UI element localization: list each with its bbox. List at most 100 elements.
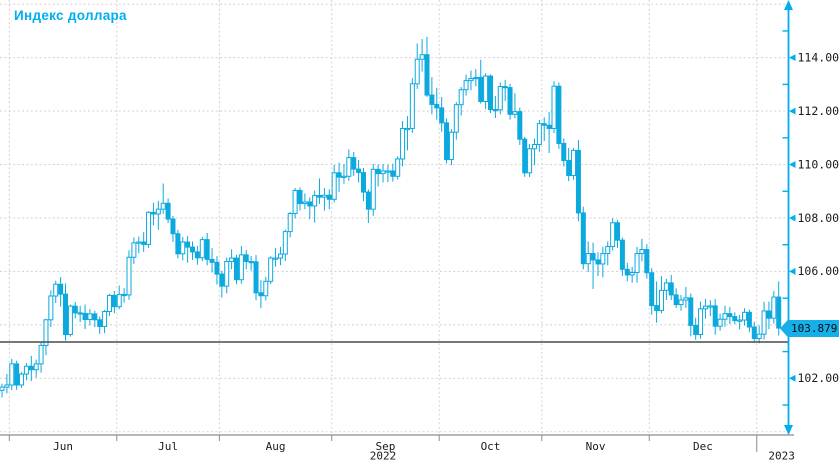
- year-label: 2023: [768, 450, 795, 461]
- candle-body-down: [365, 191, 371, 210]
- candle-body-up: [678, 299, 684, 306]
- candle-body-down: [727, 313, 733, 318]
- candle-body-up: [67, 305, 73, 335]
- y-tick-label: 112.000: [798, 104, 839, 118]
- candle-body-up: [639, 249, 645, 255]
- candle-body-up: [48, 295, 54, 321]
- candle-body-down: [522, 138, 528, 174]
- candle-body-down: [82, 312, 88, 321]
- candle-body-up: [346, 157, 352, 177]
- candle-body-down: [556, 85, 562, 144]
- y-axis: 102.000104.000106.000108.000110.000112.0…: [782, 0, 839, 435]
- candle-body-up: [453, 104, 459, 133]
- month-label: Sep: [376, 440, 396, 453]
- candle-body-down: [194, 251, 200, 259]
- candle-body-down: [336, 172, 342, 178]
- candle-body-down: [619, 239, 625, 270]
- candle-body-down: [326, 194, 332, 200]
- candle-body-down: [190, 246, 196, 253]
- candle-body-up: [634, 253, 640, 273]
- candle-body-down: [732, 316, 738, 322]
- candle-body-up: [722, 313, 728, 320]
- candle-body-down: [434, 103, 440, 109]
- candle-body-down: [668, 282, 674, 296]
- candle-body-up: [136, 241, 142, 244]
- candle-body-down: [317, 195, 323, 198]
- candle-body-down: [209, 258, 215, 263]
- candle-body-down: [688, 297, 694, 326]
- last-price-badge: 103.879: [780, 320, 839, 337]
- candle-body-up: [771, 296, 777, 319]
- candle-body-up: [199, 239, 205, 259]
- candle-body-down: [615, 222, 621, 241]
- candle-body-down: [360, 172, 366, 193]
- candle-body-up: [160, 202, 166, 210]
- candle-body-down: [390, 170, 396, 177]
- candle-body-down: [575, 149, 581, 214]
- candle-body-up: [663, 282, 669, 291]
- candle-body-down: [141, 241, 147, 245]
- candle-body-down: [92, 313, 98, 321]
- candle-body-up: [756, 333, 762, 339]
- candle-body-up: [53, 283, 59, 297]
- candle-body-up: [585, 253, 591, 265]
- candle-body-down: [233, 257, 239, 281]
- candle-body-down: [28, 365, 34, 371]
- candle-body-down: [517, 111, 523, 140]
- candle-body-down: [644, 249, 650, 274]
- candle-body-down: [492, 108, 498, 112]
- candle-body-down: [58, 283, 64, 295]
- candle-body-down: [351, 157, 357, 170]
- candle-body-down: [580, 212, 586, 265]
- candle-body-up: [292, 189, 298, 214]
- candle-body-up: [497, 86, 503, 111]
- candle-body-down: [63, 293, 69, 335]
- candle-body-up: [658, 289, 664, 311]
- candle-body-up: [116, 293, 122, 308]
- candle-body-up: [419, 54, 425, 60]
- candle-body-up: [224, 261, 230, 287]
- candle-body-down: [175, 233, 181, 255]
- candle-body-up: [9, 363, 15, 386]
- candle-body-down: [258, 292, 264, 297]
- candle-body-up: [717, 318, 723, 327]
- candle-body-up: [610, 222, 616, 248]
- y-tick-label: 114.000: [798, 50, 839, 64]
- candle-body-up: [409, 83, 415, 129]
- candle-body-up: [551, 85, 557, 129]
- candle-body-up: [38, 344, 44, 365]
- month-label: Nov: [586, 440, 606, 453]
- year-label: 2022: [370, 450, 397, 461]
- candle-body-down: [590, 253, 596, 261]
- x-axis: Jun Jul Aug Sep Oct Nov Dec 2022 2023: [0, 434, 795, 461]
- candle-body-down: [307, 201, 313, 207]
- y-major-tick: [789, 214, 796, 222]
- y-tick-label: 108.000: [798, 211, 839, 225]
- candle-body-up: [600, 253, 606, 265]
- candle-body-down: [170, 218, 176, 235]
- axis-arrow-down-icon: [784, 425, 793, 435]
- candle-body-up: [341, 175, 347, 178]
- y-tick-label: 106.000: [798, 264, 839, 278]
- candle-body-up: [414, 58, 420, 85]
- candle-body-up: [23, 365, 29, 375]
- y-major-tick: [789, 54, 796, 62]
- candle-body-up: [527, 148, 533, 174]
- candle-body-up: [277, 253, 283, 259]
- candle-body-down: [204, 239, 210, 260]
- candle-body-up: [263, 280, 269, 297]
- candle-body-down: [14, 363, 20, 386]
- candle-body-up: [605, 246, 611, 255]
- candle-body-down: [624, 268, 630, 276]
- candle-body-up: [238, 254, 244, 281]
- candle-body-down: [673, 294, 679, 306]
- candle-body-up: [312, 195, 318, 207]
- candle-body-up: [33, 363, 39, 371]
- candle-body-down: [248, 261, 254, 264]
- candle-body-up: [463, 80, 469, 91]
- candle-body-down: [214, 261, 220, 275]
- candle-body-down: [746, 311, 752, 328]
- candle-body-up: [707, 305, 713, 308]
- candle-body-up: [331, 172, 337, 200]
